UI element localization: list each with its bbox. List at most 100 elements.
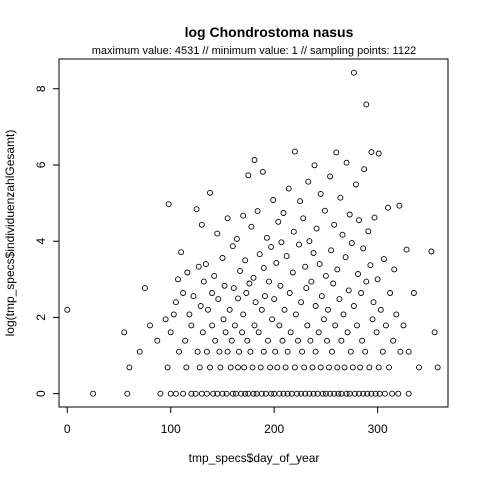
data-point bbox=[380, 256, 387, 263]
data-point bbox=[186, 311, 193, 318]
data-point bbox=[312, 303, 319, 309]
data-point bbox=[147, 322, 153, 329]
data-point bbox=[219, 390, 226, 397]
data-point bbox=[228, 337, 235, 344]
data-point bbox=[379, 348, 386, 355]
data-point bbox=[290, 228, 297, 235]
data-point bbox=[271, 296, 278, 303]
chart-subtitle: maximum value: 4531 // minimum value: 1 … bbox=[92, 45, 416, 57]
data-point bbox=[343, 159, 350, 166]
data-point bbox=[284, 348, 291, 355]
data-point bbox=[434, 364, 441, 371]
data-point bbox=[342, 254, 349, 261]
data-point bbox=[343, 390, 350, 397]
data-point bbox=[331, 221, 338, 228]
data-point bbox=[308, 278, 315, 285]
data-point bbox=[226, 306, 233, 313]
data-point bbox=[321, 207, 328, 214]
data-point bbox=[280, 390, 287, 397]
data-point bbox=[334, 266, 341, 273]
data-point bbox=[313, 225, 320, 232]
data-point bbox=[390, 337, 397, 344]
data-point bbox=[306, 238, 313, 245]
data-point bbox=[239, 329, 246, 336]
data-point bbox=[428, 248, 435, 255]
data-point bbox=[369, 316, 376, 323]
data-point bbox=[275, 218, 282, 225]
data-point bbox=[258, 390, 265, 397]
data-point bbox=[327, 173, 334, 180]
data-point bbox=[188, 390, 195, 397]
data-point bbox=[291, 148, 298, 155]
data-point bbox=[372, 390, 379, 397]
data-point bbox=[256, 251, 263, 258]
data-point bbox=[254, 208, 261, 215]
data-point bbox=[192, 390, 199, 397]
data-point bbox=[363, 278, 370, 285]
data-point bbox=[350, 303, 357, 309]
data-point bbox=[200, 278, 207, 285]
data-point bbox=[258, 306, 265, 313]
data-point bbox=[410, 290, 417, 296]
data-point bbox=[265, 337, 271, 344]
data-point bbox=[176, 348, 182, 355]
data-point bbox=[271, 390, 278, 397]
data-point bbox=[351, 390, 358, 397]
data-point bbox=[257, 364, 264, 371]
data-point bbox=[217, 364, 224, 371]
data-point bbox=[403, 246, 410, 253]
x-axis: 0 100 200 300 bbox=[64, 406, 388, 436]
data-point bbox=[387, 290, 394, 296]
data-point bbox=[64, 306, 71, 313]
data-point bbox=[317, 364, 324, 371]
data-point bbox=[224, 348, 231, 355]
data-point bbox=[339, 231, 346, 238]
data-point bbox=[361, 166, 368, 173]
data-point bbox=[334, 364, 341, 371]
data-point bbox=[250, 274, 257, 281]
data-point bbox=[221, 282, 228, 289]
data-point bbox=[330, 280, 337, 287]
data-point bbox=[203, 390, 210, 397]
data-point bbox=[347, 348, 354, 355]
data-point bbox=[170, 311, 177, 318]
data-point bbox=[335, 390, 342, 397]
data-point bbox=[260, 348, 267, 355]
data-point bbox=[182, 337, 189, 344]
data-point bbox=[396, 202, 403, 209]
data-point bbox=[222, 329, 229, 336]
plot-frame bbox=[58, 58, 449, 408]
data-point bbox=[230, 285, 237, 292]
data-point bbox=[255, 329, 262, 336]
data-point bbox=[305, 178, 312, 185]
data-point bbox=[197, 303, 204, 309]
data-point bbox=[175, 276, 181, 283]
y-axis-label: log(tmp_specs$individuenzahlGesamt) bbox=[3, 130, 17, 337]
data-point bbox=[245, 390, 252, 397]
data-point bbox=[366, 364, 373, 371]
data-point bbox=[391, 266, 398, 273]
data-point bbox=[124, 390, 131, 397]
data-point bbox=[229, 390, 236, 397]
data-point bbox=[237, 267, 244, 274]
data-point bbox=[184, 269, 191, 276]
x-tick-label: 0 bbox=[64, 422, 71, 436]
data-point bbox=[235, 295, 241, 302]
data-point bbox=[259, 168, 266, 175]
data-point bbox=[360, 245, 367, 252]
data-point bbox=[172, 390, 179, 397]
data-point bbox=[320, 316, 327, 323]
data-point bbox=[338, 390, 345, 397]
data-point bbox=[297, 198, 304, 205]
data-point bbox=[212, 337, 219, 344]
data-point bbox=[231, 322, 238, 329]
data-point bbox=[274, 364, 281, 371]
data-point bbox=[268, 243, 275, 250]
data-point bbox=[276, 322, 283, 329]
data-point bbox=[377, 306, 384, 313]
data-point bbox=[281, 306, 288, 313]
data-point bbox=[240, 311, 247, 318]
data-point bbox=[356, 390, 362, 397]
data-point bbox=[405, 390, 412, 397]
data-point bbox=[154, 337, 161, 344]
